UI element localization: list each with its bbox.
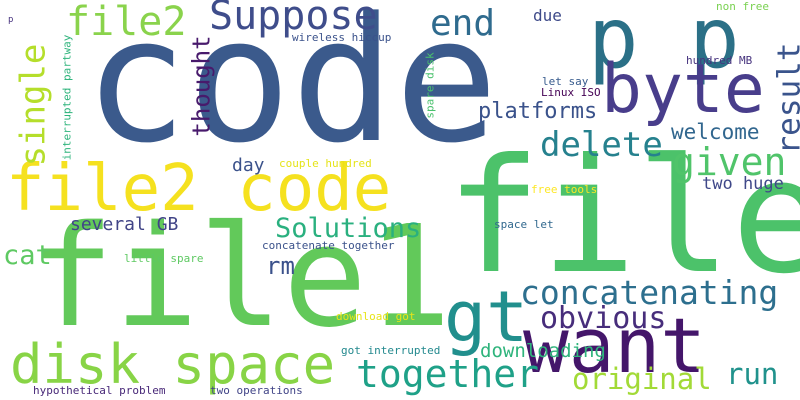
word-byte: byte (601, 50, 765, 129)
word-solutions: Solutions (275, 213, 422, 244)
word-file: file (446, 125, 800, 309)
word-hundred-mb: hundred MB (686, 54, 753, 67)
word-gt: gt (444, 276, 529, 358)
word-file2: file2 (66, 0, 187, 45)
word-hypothetical-problem: hypothetical problem (33, 384, 166, 397)
word-file1: file1 (30, 196, 452, 359)
word-welcome: welcome (671, 120, 760, 144)
word-single: single (13, 43, 54, 167)
word-suppose: Suppose (209, 0, 378, 39)
word-p-p: p p (588, 0, 740, 87)
word-let-say: let say (542, 75, 589, 88)
word-thought: thought (187, 35, 216, 137)
word-two-operations: two operations (210, 384, 303, 397)
word-two-huge: two huge (702, 174, 784, 194)
word-file2-code: file2 code (6, 152, 392, 226)
word-free-tools: free tools (531, 183, 598, 196)
word-day: day (232, 155, 265, 176)
word-space-let: space let (494, 218, 554, 231)
word-disk-space: disk space (10, 333, 336, 396)
word-want: want (523, 301, 707, 390)
word-cat: cat (3, 240, 52, 271)
word-concatenate-together: concatenate together (262, 239, 395, 252)
word-together: together (356, 352, 540, 396)
word-delete: delete (540, 125, 663, 165)
word-due: due (533, 6, 562, 25)
word-rm: rm (266, 252, 295, 280)
word-linux-iso: Linux ISO (541, 86, 601, 99)
word-non-free: non free (716, 0, 769, 13)
word-couple-hundred: couple hundred (279, 157, 372, 170)
word-platforms: platforms (478, 99, 598, 124)
word-result: result (771, 42, 800, 155)
word-spare-disk: spare disk (423, 52, 437, 119)
word-several-gb: several GB (70, 214, 179, 235)
word-code: code (84, 0, 499, 181)
word-given: given (672, 140, 787, 184)
word-wireless-hiccup: wireless hiccup (292, 31, 392, 44)
word-interrupted-partway: interrupted partway (60, 34, 74, 161)
word-download-got: download got (336, 310, 416, 323)
word-obvious: obvious (540, 301, 667, 336)
word-got-interrupted: got interrupted (341, 344, 441, 357)
word-concatenating: concatenating (520, 273, 779, 312)
word-p: p (8, 15, 14, 25)
word-end: end (430, 3, 496, 44)
word-original: original (572, 362, 712, 396)
word-little-spare: little spare (124, 252, 204, 265)
word-run: run (726, 357, 779, 391)
word-downloading: downloading (480, 340, 606, 362)
